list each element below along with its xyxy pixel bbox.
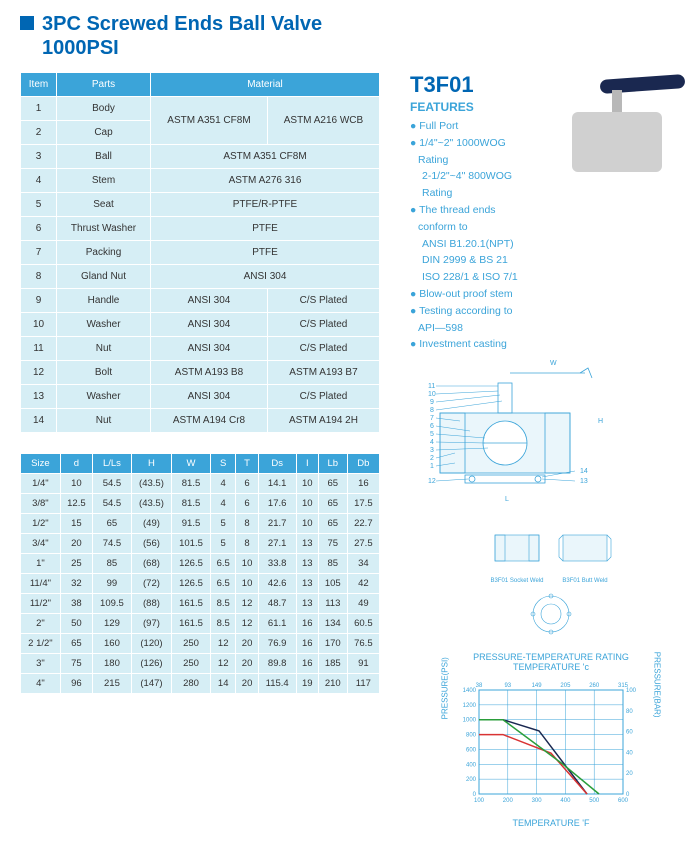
svg-text:10: 10	[428, 391, 436, 398]
svg-text:600: 600	[618, 798, 629, 804]
dimensions-table: SizedL/LsHWSTDsILbDb 1/4"1054.5(43.5)81.…	[20, 453, 380, 694]
title-bullet	[20, 16, 34, 30]
svg-text:W: W	[550, 360, 557, 367]
svg-text:12: 12	[428, 478, 436, 485]
table-row: 3BallASTM A351 CF8M	[21, 145, 380, 169]
product-photo	[542, 72, 692, 192]
title-block: 3PC Screwed Ends Ball Valve1000PSI	[20, 12, 680, 60]
svg-text:800: 800	[466, 733, 477, 739]
table-row: 12BoltASTM A193 B8ASTM A193 B7	[21, 361, 380, 385]
svg-text:8: 8	[430, 407, 434, 414]
svg-text:60: 60	[626, 730, 633, 736]
svg-text:200: 200	[466, 777, 477, 783]
svg-text:400: 400	[560, 798, 571, 804]
col-item: Item	[21, 73, 57, 97]
svg-text:80: 80	[626, 709, 633, 715]
pressure-temp-chart: PRESSURE(PSI) PRESSURE(BAR) 140012001000…	[451, 676, 651, 816]
table-row: 7PackingPTFE	[21, 241, 380, 265]
table-row: 14NutASTM A194 Cr8ASTM A194 2H	[21, 409, 380, 433]
svg-text:1400: 1400	[463, 688, 477, 694]
table-row: 4"96215(147)2801420115.419210117	[21, 674, 380, 694]
svg-text:14: 14	[580, 468, 588, 475]
table-row: 3"75180(126)250122089.81618591	[21, 654, 380, 674]
table-row: 11/4"3299(72)126.56.51042.61310542	[21, 574, 380, 594]
model-code: T3F01	[410, 72, 530, 98]
svg-text:9: 9	[430, 399, 434, 406]
svg-text:205: 205	[560, 683, 571, 689]
svg-text:L: L	[505, 496, 509, 503]
col-parts: Parts	[57, 73, 151, 97]
table-row: 8Gland NutANSI 304	[21, 265, 380, 289]
svg-text:2: 2	[430, 455, 434, 462]
section-drawing: W H L 1110 98 76 54 32 1 12 14 13	[410, 353, 610, 513]
svg-text:1: 1	[430, 463, 434, 470]
svg-text:149: 149	[532, 683, 543, 689]
svg-text:20: 20	[626, 771, 633, 777]
bottom-view-drawing	[410, 592, 692, 642]
svg-text:H: H	[598, 418, 603, 425]
table-row: 3/8"12.554.5(43.5)81.54617.6106517.5	[21, 494, 380, 514]
svg-text:93: 93	[504, 683, 511, 689]
svg-text:7: 7	[430, 415, 434, 422]
svg-text:40: 40	[626, 751, 633, 757]
features-heading: FEATURES	[410, 100, 530, 114]
svg-text:38: 38	[476, 683, 483, 689]
table-row: 5SeatPTFE/R-PTFE	[21, 193, 380, 217]
svg-text:100: 100	[474, 798, 485, 804]
svg-text:6: 6	[430, 423, 434, 430]
table-row: 9HandleANSI 304C/S Plated	[21, 289, 380, 313]
table-row: 1BodyASTM A351 CF8MASTM A216 WCB	[21, 97, 380, 121]
table-row: 2"50129(97)161.58.51261.11613460.5	[21, 614, 380, 634]
table-row: 1"2585(68)126.56.51033.8138534	[21, 554, 380, 574]
chart-title: PRESSURE-TEMPERATURE RATINGTEMPERATURE '…	[410, 652, 692, 672]
variant-drawings: B3F01 Socket Weld B3F01 Butt Weld	[410, 523, 692, 584]
svg-text:600: 600	[466, 748, 477, 754]
table-row: 11/2"38109.5(88)161.58.51248.71311349	[21, 594, 380, 614]
svg-text:3: 3	[430, 447, 434, 454]
features-list: ● Full Port● 1/4"~2" 1000WOG Rating2-1/2…	[410, 118, 530, 353]
svg-text:500: 500	[589, 798, 600, 804]
svg-text:300: 300	[532, 798, 543, 804]
materials-table: Item Parts Material 1BodyASTM A351 CF8MA…	[20, 72, 380, 433]
table-row: 1/4"1054.5(43.5)81.54614.1106516	[21, 474, 380, 494]
svg-text:1000: 1000	[463, 718, 477, 724]
table-row: 3/4"2074.5(56)101.55827.1137527.5	[21, 534, 380, 554]
table-row: 1/2"1565(49)91.55821.7106522.7	[21, 514, 380, 534]
page-title: 3PC Screwed Ends Ball Valve1000PSI	[42, 12, 322, 60]
svg-text:200: 200	[503, 798, 514, 804]
svg-text:315: 315	[618, 683, 629, 689]
svg-text:5: 5	[430, 431, 434, 438]
chart-xlabel: TEMPERATURE 'F	[410, 818, 692, 828]
svg-text:4: 4	[430, 439, 434, 446]
svg-text:1200: 1200	[463, 703, 477, 709]
table-row: 11NutANSI 304C/S Plated	[21, 337, 380, 361]
table-row: 6Thrust WasherPTFE	[21, 217, 380, 241]
table-row: 13WasherANSI 304C/S Plated	[21, 385, 380, 409]
table-row: 4StemASTM A276 316	[21, 169, 380, 193]
svg-text:260: 260	[589, 683, 600, 689]
table-row: 2 1/2"65160(120)250122076.91617076.5	[21, 634, 380, 654]
svg-text:400: 400	[466, 762, 477, 768]
svg-text:11: 11	[428, 383, 435, 390]
col-material: Material	[151, 73, 380, 97]
table-row: 10WasherANSI 304C/S Plated	[21, 313, 380, 337]
svg-text:13: 13	[580, 478, 588, 485]
